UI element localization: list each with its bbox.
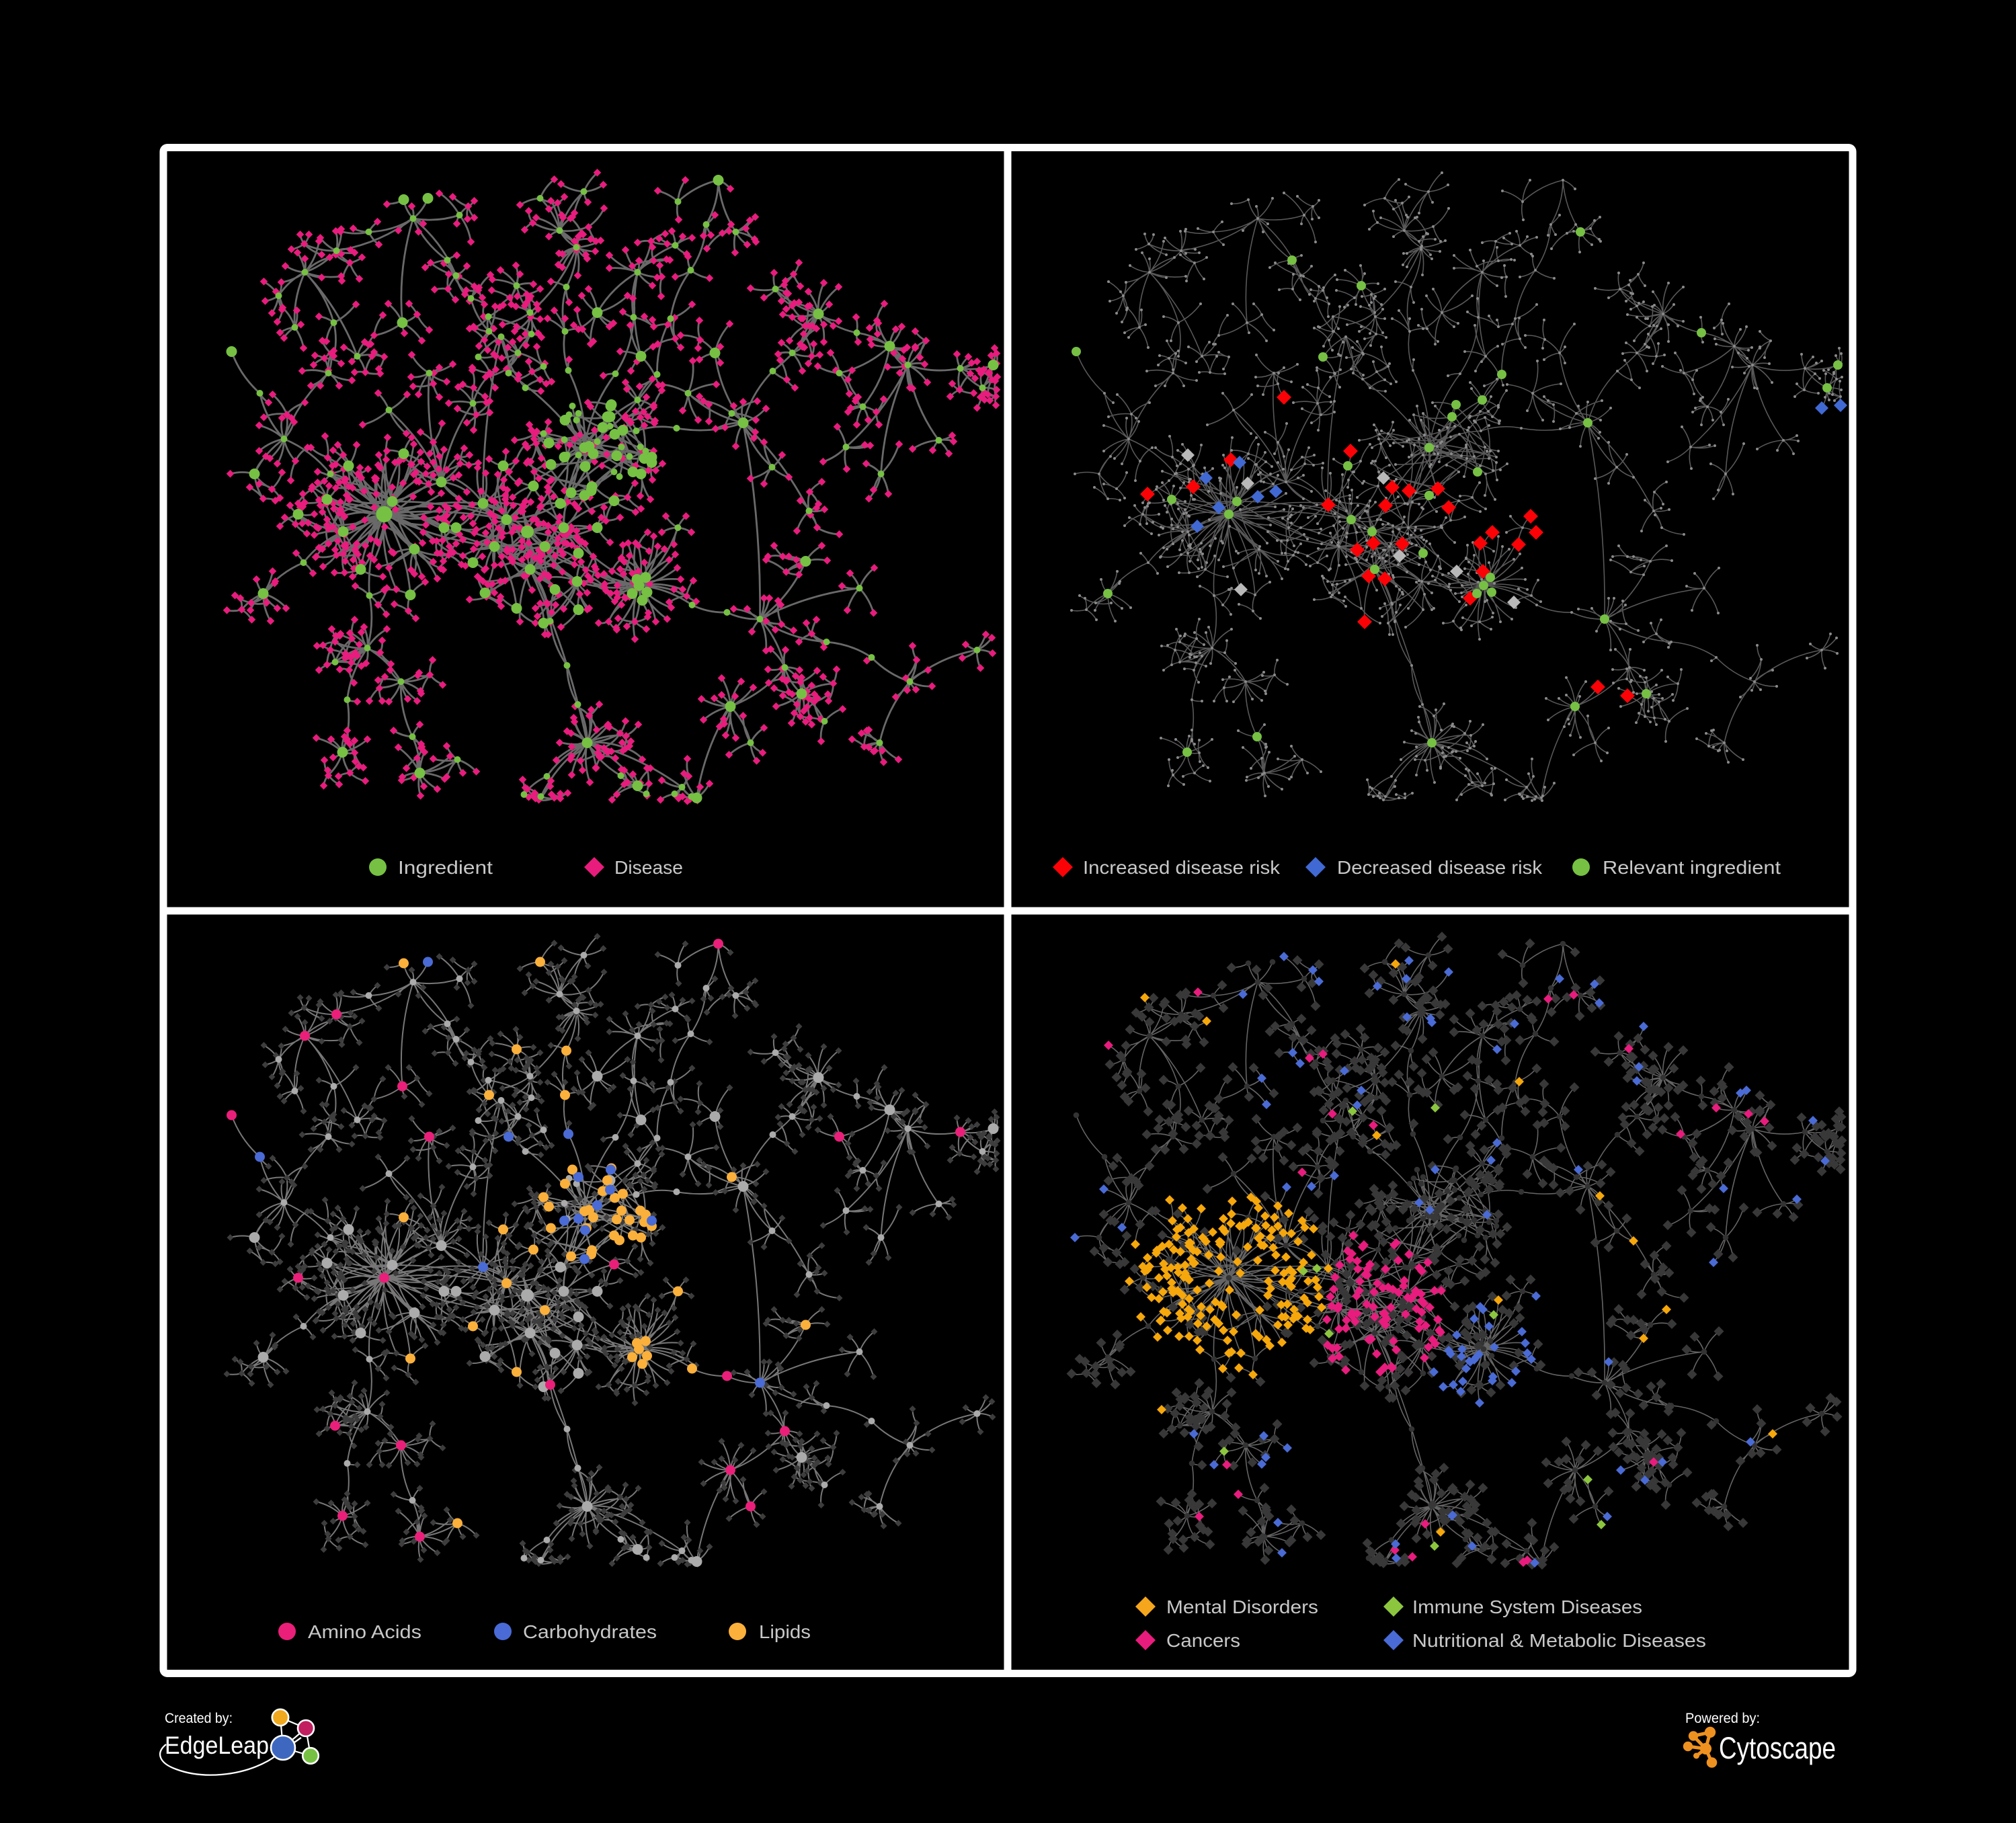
- svg-text:Powered by:: Powered by:: [1685, 1711, 1760, 1726]
- svg-text:Nutritional & Metabolic Diseas: Nutritional & Metabolic Diseases: [1412, 1630, 1706, 1651]
- svg-text:Ingredient: Ingredient: [398, 857, 493, 878]
- svg-text:Amino Acids: Amino Acids: [308, 1621, 421, 1642]
- svg-text:Lipids: Lipids: [759, 1621, 811, 1642]
- svg-text:Cytoscape: Cytoscape: [1719, 1731, 1836, 1765]
- svg-text:Cancers: Cancers: [1166, 1630, 1240, 1651]
- svg-text:Increased disease risk: Increased disease risk: [1083, 857, 1280, 878]
- svg-text:Created by:: Created by:: [165, 1711, 233, 1726]
- svg-text:Carbohydrates: Carbohydrates: [523, 1621, 657, 1642]
- svg-text:Decreased disease risk: Decreased disease risk: [1337, 857, 1542, 878]
- svg-text:Immune System Diseases: Immune System Diseases: [1412, 1596, 1642, 1617]
- svg-text:Relevant ingredient: Relevant ingredient: [1603, 857, 1781, 878]
- svg-text:Mental Disorders: Mental Disorders: [1166, 1596, 1318, 1617]
- svg-text:Disease: Disease: [614, 857, 683, 878]
- svg-text:EdgeLeap: EdgeLeap: [165, 1731, 269, 1759]
